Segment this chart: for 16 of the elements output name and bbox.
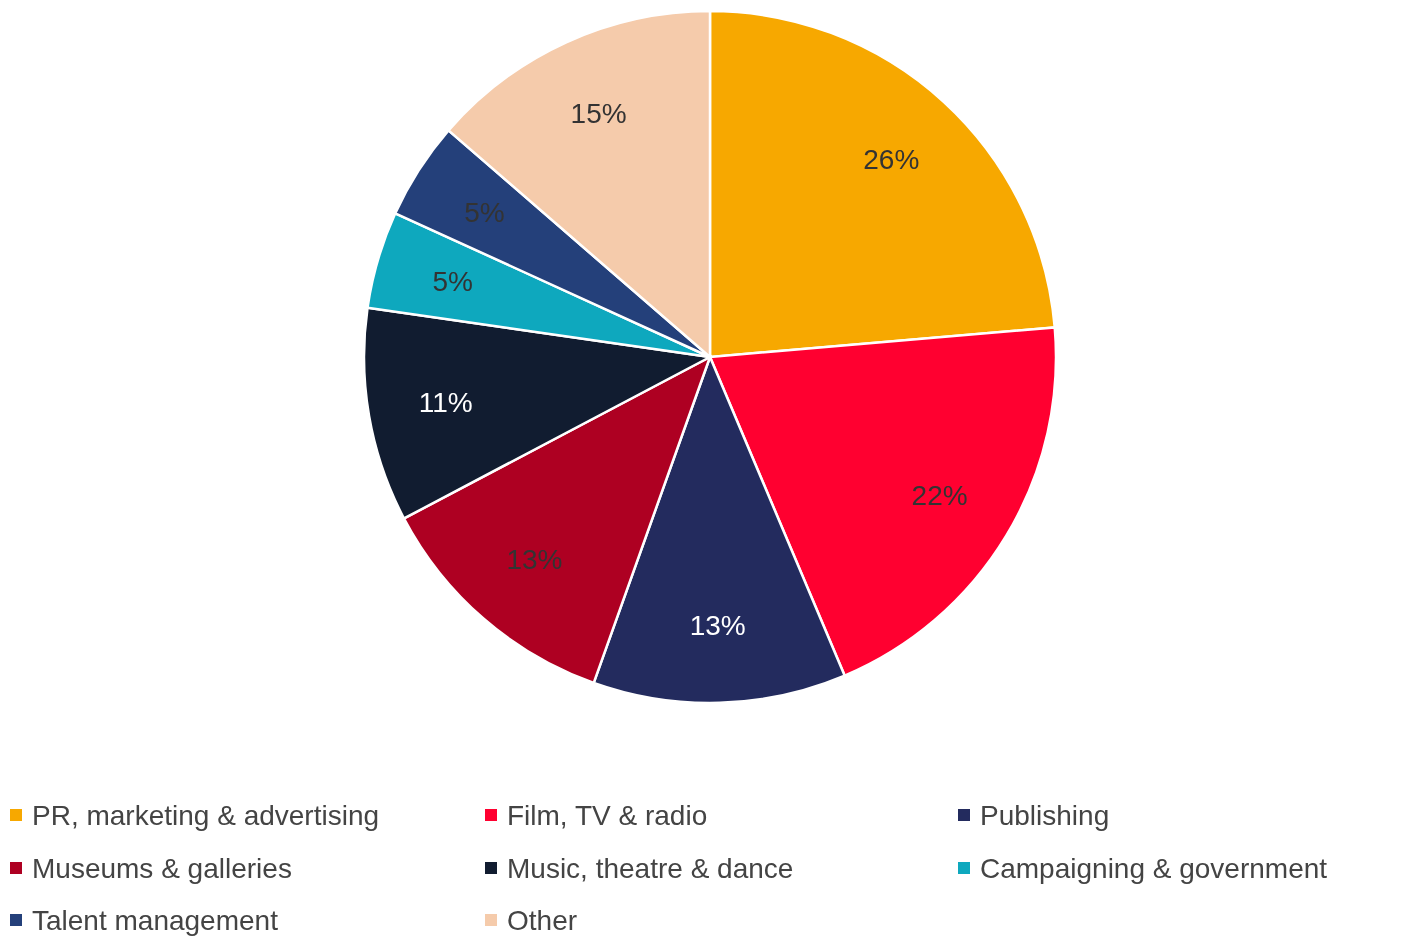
legend-label: Publishing — [980, 799, 1110, 831]
legend-label: Campaigning & government — [980, 852, 1328, 884]
data-label: 5% — [464, 196, 505, 228]
data-label: 5% — [432, 265, 473, 297]
data-label: 11% — [418, 387, 473, 419]
data-label: 26% — [863, 143, 920, 175]
data-label: 13% — [689, 609, 746, 641]
legend-label: Music, theatre & dance — [507, 852, 794, 884]
data-label: 13% — [506, 544, 563, 576]
data-label: 15% — [570, 97, 627, 129]
legend-label: Museums & galleries — [32, 852, 292, 884]
data-label: 22% — [911, 479, 968, 511]
legend-label: Film, TV & radio — [507, 799, 708, 831]
legend-label: Other — [507, 904, 578, 936]
legend-label: Talent management — [32, 904, 279, 936]
legend-label: PR, marketing & advertising — [32, 799, 380, 831]
